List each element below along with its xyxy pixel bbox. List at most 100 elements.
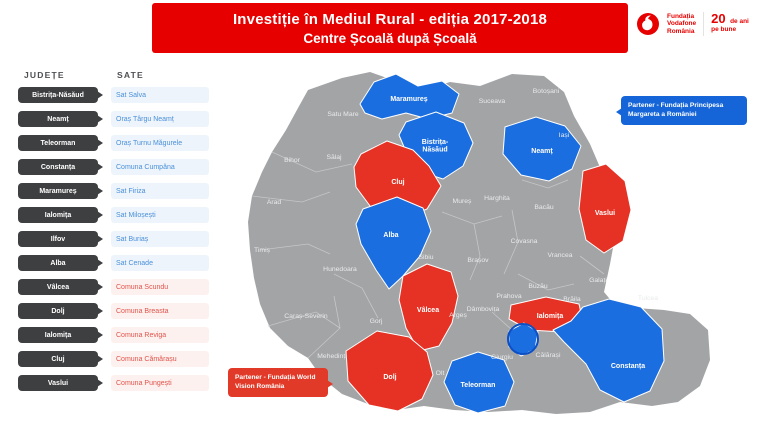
county-label: Sibiu xyxy=(418,254,433,261)
village-label: Comuna Cămărașu xyxy=(111,351,209,367)
county-label: Tulcea xyxy=(638,295,658,302)
county-label: Gorj xyxy=(370,318,383,325)
county-vaslui xyxy=(578,163,632,254)
table-row: Dolj Comuna Breasta xyxy=(18,303,216,319)
foundation-name: Fundația Vodafone România xyxy=(667,13,696,36)
village-label: Comuna Scundu xyxy=(111,279,209,295)
title-banner: Investiție în Mediul Rural - ediția 2017… xyxy=(152,3,628,53)
county-neamt xyxy=(502,116,582,182)
table-row: Alba Sat Cenade xyxy=(18,255,216,271)
village-label: Comuna Reviga xyxy=(111,327,209,343)
table-row: Ilfov Sat Buriaș xyxy=(18,231,216,247)
county-label: Mehedinți xyxy=(317,353,347,360)
county-label: Covasna xyxy=(511,238,538,245)
county-label: Bacău xyxy=(534,204,553,211)
county-label: Giurgiu xyxy=(491,354,513,361)
county-label: Prahova xyxy=(496,293,522,300)
village-label: Sat Buriaș xyxy=(111,231,209,247)
vodafone-logo: Fundația Vodafone România 20 de ani pe b… xyxy=(636,12,749,36)
county-label: Iași xyxy=(559,132,570,139)
county-label: Brăila xyxy=(563,296,581,303)
anniversary-number: 20 xyxy=(711,10,726,26)
village-label: Oraș Turnu Măgurele xyxy=(111,135,209,151)
anniversary-text2: pe bune xyxy=(711,25,737,33)
county-label: Arad xyxy=(267,199,282,206)
foundation-name-line2: Vodafone xyxy=(667,20,697,28)
county-village-list: JUDEȚE SATE Bistrița-Năsăud Sat Salva Neam… xyxy=(18,70,216,399)
county-dolj xyxy=(345,330,434,412)
header-sate: SATE xyxy=(117,70,144,80)
anniversary-text1: de ani xyxy=(730,17,749,25)
county-label: Neamț xyxy=(531,148,553,155)
county-label: Bistrița-Năsăud xyxy=(422,139,449,154)
county-label: Bihor xyxy=(284,157,301,164)
table-row: Bistrița-Năsăud Sat Salva xyxy=(18,87,216,103)
foundation-name-line1: Fundația xyxy=(667,12,695,20)
county-label: Buzău xyxy=(528,283,547,290)
county-label: Vaslui xyxy=(595,210,615,217)
county-label: Teleorman xyxy=(461,382,496,389)
county-label: Dolj xyxy=(383,374,396,381)
county-badge: Ialomița xyxy=(18,207,98,223)
county-badge: Cluj xyxy=(18,351,98,367)
village-label: Comuna Cumpăna xyxy=(111,159,209,175)
county-badge: Dolj xyxy=(18,303,98,319)
logo-divider xyxy=(703,12,705,36)
county-label: Galați xyxy=(589,277,607,284)
village-label: Sat Firiza xyxy=(111,183,209,199)
county-label: Hunedoara xyxy=(323,266,357,273)
county-badge: Neamț xyxy=(18,111,98,127)
table-row: Ialomița Sat Miloșești xyxy=(18,207,216,223)
village-label: Sat Miloșești xyxy=(111,207,209,223)
county-badge: Vâlcea xyxy=(18,279,98,295)
county-badge: Ilfov xyxy=(18,231,98,247)
county-label: Dâmbovița xyxy=(467,306,500,313)
county-badge: Maramureș xyxy=(18,183,98,199)
county-label: Harghita xyxy=(484,195,510,202)
county-maramures xyxy=(359,73,460,120)
village-label: Sat Salva xyxy=(111,87,209,103)
county-label: Olt xyxy=(436,370,445,377)
title-line-2: Centre Școală după Școală xyxy=(303,30,477,46)
county-cluj xyxy=(353,140,442,220)
county-badge: Bistrița-Năsăud xyxy=(18,87,98,103)
county-label: Ialomița xyxy=(537,313,564,320)
county-valcea xyxy=(398,263,459,352)
legend-fpmr-line1: Partener - Fundația Principesa xyxy=(628,102,724,109)
county-badge: Teleorman xyxy=(18,135,98,151)
table-row: Vâlcea Comuna Scundu xyxy=(18,279,216,295)
ilfov-circle-annotation xyxy=(507,323,539,355)
header-judete: JUDEȚE xyxy=(24,70,65,80)
table-row: Teleorman Oraș Turnu Măgurele xyxy=(18,135,216,151)
county-badge: Ialomița xyxy=(18,327,98,343)
vodafone-speechmark-icon xyxy=(637,13,659,35)
legend-wv-line2: Vision România xyxy=(235,382,285,390)
romania-map: Maramureș Bistrița-Năsăud Neamț Vaslui Cluj A… xyxy=(248,72,710,414)
village-label: Comuna Pungești xyxy=(111,375,209,391)
county-label: Cluj xyxy=(391,179,404,186)
county-label: Călărași xyxy=(536,352,561,359)
county-badge: Alba xyxy=(18,255,98,271)
legend-wv-line1: Partener - Fundația World xyxy=(235,374,316,381)
county-labels: Maramureș Bistrița-Năsăud Neamț Vaslui Cluj A… xyxy=(254,88,658,389)
village-label: Sat Cenade xyxy=(111,255,209,271)
table-row: Vaslui Comuna Pungești xyxy=(18,375,216,391)
table-row: Maramureș Sat Firiza xyxy=(18,183,216,199)
legend-fpmr-line2: Margareta a României xyxy=(628,110,697,118)
county-label: Argeș xyxy=(449,312,467,319)
table-row: Neamț Oraș Târgu Neamț xyxy=(18,111,216,127)
county-label: Vrancea xyxy=(547,252,572,259)
county-label: Constanța xyxy=(611,363,645,370)
county-teleorman xyxy=(443,351,515,414)
county-label: Maramureș xyxy=(390,96,427,103)
legend-fpmr: Partener - Fundația Principesa Margareta… xyxy=(616,96,747,125)
table-row: Ialomița Comuna Reviga xyxy=(18,327,216,343)
county-label: Alba xyxy=(383,232,398,239)
foundation-name-line3: România xyxy=(667,27,695,35)
county-table-body: Bistrița-Năsăud Sat Salva Neamț Oraș Târgu … xyxy=(18,87,216,391)
county-badge: Constanța xyxy=(18,159,98,175)
county-label: Timiș xyxy=(254,247,271,254)
county-label: Sălaj xyxy=(326,154,342,161)
table-row: Cluj Comuna Cămărașu xyxy=(18,351,216,367)
